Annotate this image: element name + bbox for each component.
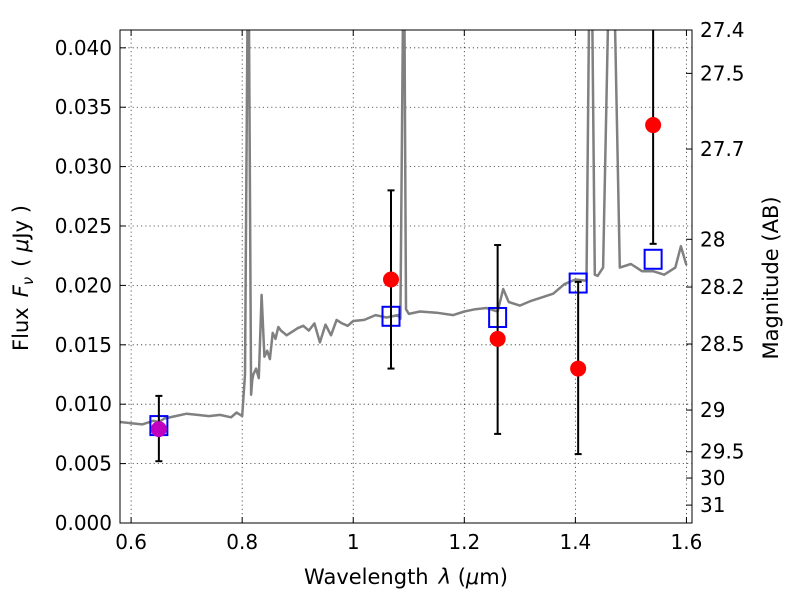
observed-point (489, 330, 506, 347)
observed-point (150, 421, 167, 438)
y-tick-label: 0.020 (55, 273, 112, 297)
magnitude-tick-label: 28 (700, 227, 725, 251)
model-square-marker (643, 248, 663, 270)
spectrum-line (120, 30, 688, 426)
magnitude-tick-label: 27.5 (700, 61, 745, 85)
y-tick-label: 0.040 (55, 36, 112, 60)
magnitude-tick-label: 29.5 (700, 440, 745, 464)
observed-point (383, 271, 400, 288)
y-tick-label: 0.035 (55, 95, 112, 119)
y-tick-label: 0.005 (55, 452, 112, 476)
magnitude-axis-title: Magnitude (AB) (759, 196, 783, 359)
observed-point (645, 117, 662, 134)
y-tick-label: 0.000 (55, 511, 112, 535)
magnitude-tick-label: 28.5 (700, 332, 745, 356)
x-axis-title: Wavelength λ (μm) (304, 565, 508, 589)
plot-frame (119, 29, 693, 524)
magnitude-tick-label: 27.4 (700, 18, 745, 42)
y-tick-label: 0.015 (55, 333, 112, 357)
magnitude-tick-label: 28.2 (700, 275, 745, 299)
series-layer (120, 30, 688, 463)
x-tick-label: 1.4 (559, 530, 591, 554)
x-tick-label: 0.6 (115, 530, 147, 554)
x-tick-label: 1.2 (448, 530, 480, 554)
y-axis-title: FluxFν( μJy ) (9, 205, 37, 351)
magnitude-tick-label: 27.7 (700, 137, 745, 161)
magnitude-tick-label: 29 (700, 398, 725, 422)
x-tick-label: 1.6 (671, 530, 703, 554)
y-tick-label: 0.025 (55, 214, 112, 238)
observed-point (570, 360, 587, 377)
x-axis-ticks: 0.6 0.8 1 1.2 1.4 1.6 (115, 30, 702, 554)
x-tick-label: 0.8 (226, 530, 258, 554)
magnitude-tick-label: 30 (700, 466, 725, 490)
magnitude-tick-label: 31 (700, 493, 725, 517)
magnitude-axis-ticks: 27.4 27.5 27.7 28 28.2 28.5 29 29.530 31 (686, 18, 745, 517)
y-tick-label: 0.030 (55, 155, 112, 179)
y-tick-label: 0.010 (55, 392, 112, 416)
x-tick-label: 1 (347, 530, 360, 554)
y-axis-ticks: 0.000 0.005 0.010 0.015 0.020 0.025 0.030 0.035… (55, 36, 126, 535)
